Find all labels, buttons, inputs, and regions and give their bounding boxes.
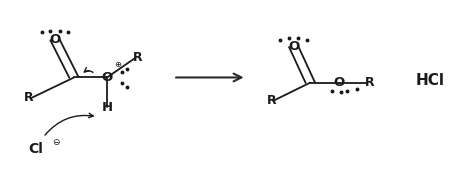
Text: ⊖: ⊖ <box>52 138 60 147</box>
Text: R: R <box>24 92 34 104</box>
Text: H: H <box>101 101 113 114</box>
Text: ⊕: ⊕ <box>114 60 121 69</box>
Text: O: O <box>288 40 300 53</box>
Text: O: O <box>49 33 61 46</box>
Text: R: R <box>133 51 143 64</box>
Text: R: R <box>267 94 276 107</box>
Text: O: O <box>101 71 113 84</box>
Text: Cl: Cl <box>29 142 44 156</box>
Text: O: O <box>333 76 344 89</box>
Text: HCl: HCl <box>415 73 444 88</box>
Text: R: R <box>365 76 374 89</box>
